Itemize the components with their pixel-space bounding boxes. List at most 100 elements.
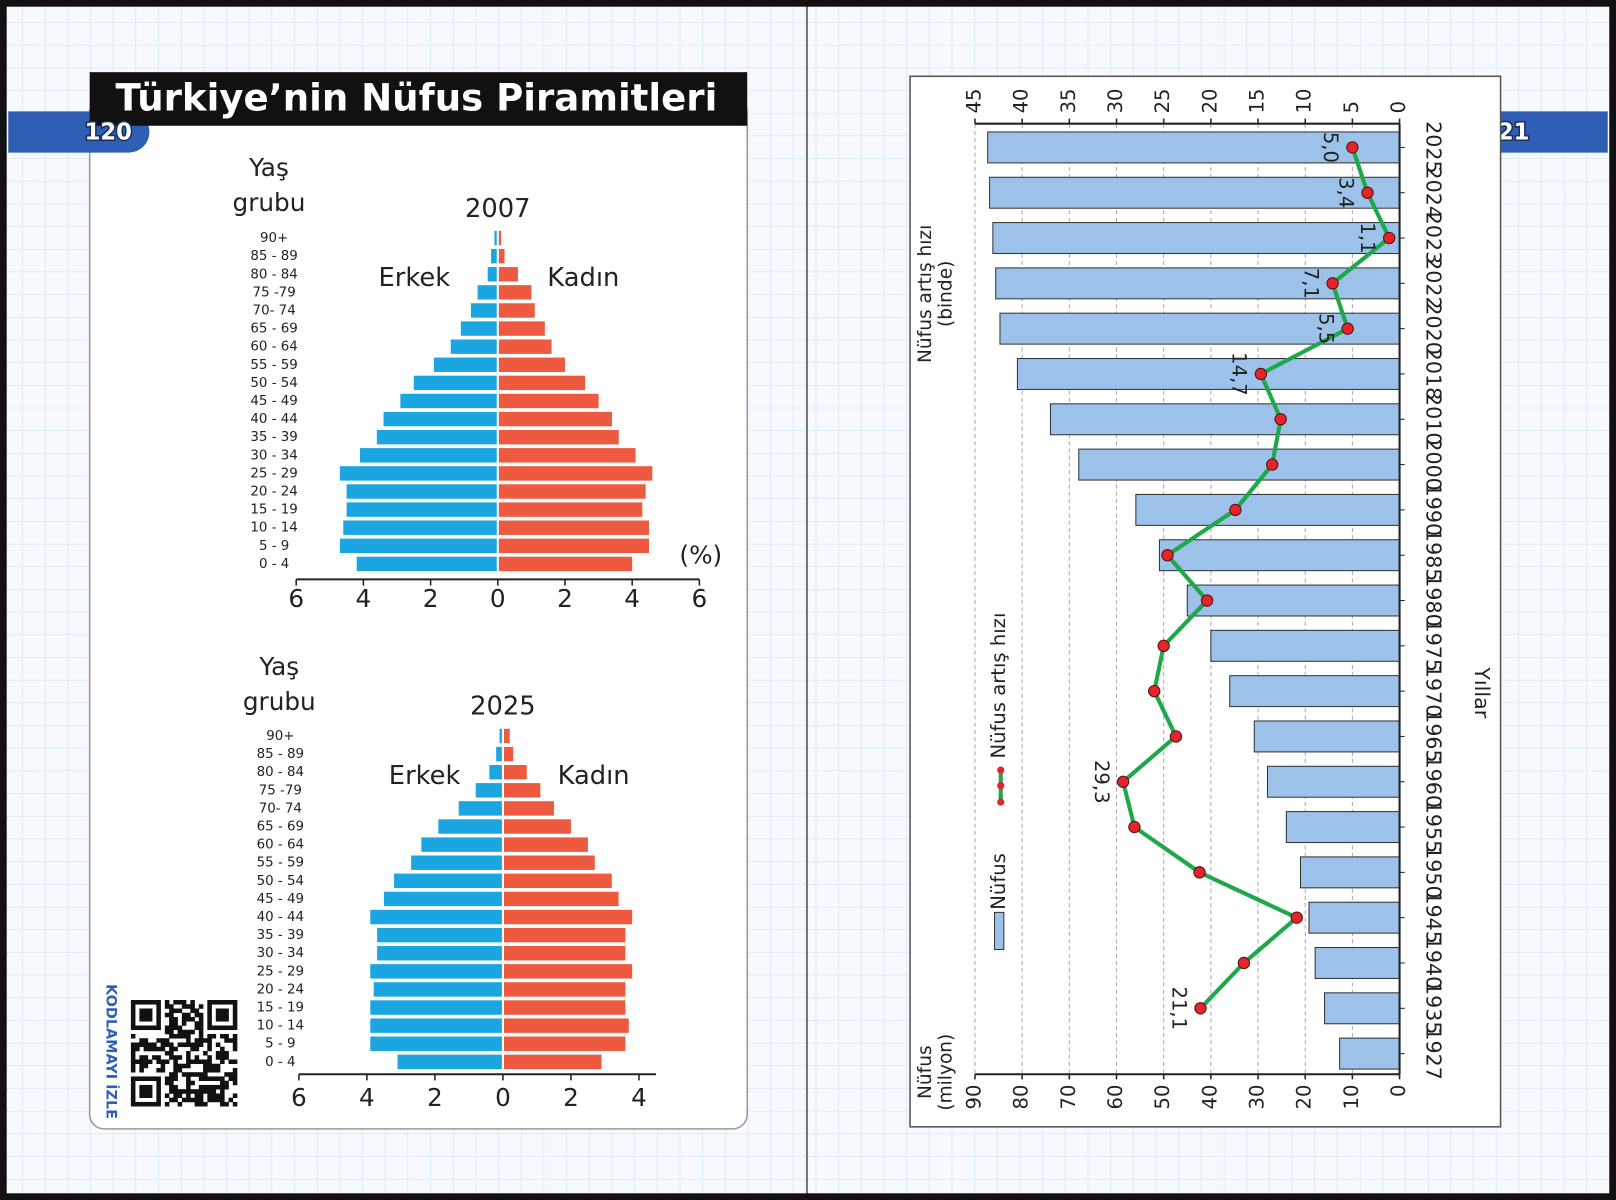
bar xyxy=(346,484,497,499)
y-tick-label: 35 - 39 xyxy=(250,430,297,445)
bar xyxy=(503,801,554,816)
qr-module xyxy=(130,1084,136,1090)
bar xyxy=(503,1036,626,1051)
legend-label: Nüfus xyxy=(987,853,1010,910)
qr-module xyxy=(232,1046,238,1052)
bar xyxy=(1049,403,1401,436)
qr-module xyxy=(135,1042,140,1048)
bar xyxy=(377,927,502,943)
bar xyxy=(503,927,626,943)
y-tick-label: 10 - 14 xyxy=(257,1019,304,1034)
qr-module xyxy=(215,1084,221,1090)
qr-module xyxy=(130,1012,136,1018)
qr-module xyxy=(203,1076,208,1082)
legend-label: Nüfus artış hızı xyxy=(987,613,1010,759)
marker xyxy=(1200,594,1214,607)
legend-label: Kadın xyxy=(547,263,619,293)
axis-label: Nüfus xyxy=(915,1045,936,1099)
marker xyxy=(1229,503,1242,517)
qr-module xyxy=(211,1025,217,1031)
y-tick-label: 10 xyxy=(1340,1085,1363,1110)
qr-module xyxy=(186,1097,191,1103)
qr-module xyxy=(207,1089,212,1094)
y-tick-label: 5 - 9 xyxy=(265,1037,295,1052)
qr-module xyxy=(190,1008,195,1014)
qr-module xyxy=(207,1084,212,1090)
y-tick-label: 60 - 64 xyxy=(250,340,297,355)
bar xyxy=(503,1018,629,1033)
qr-module xyxy=(169,1008,174,1014)
qr-module xyxy=(207,1097,212,1103)
y-tick-label: 50 - 54 xyxy=(257,874,304,889)
x-tick-label: 1975 xyxy=(1422,620,1446,672)
legend-label: Erkek xyxy=(389,761,461,791)
bar xyxy=(475,783,502,798)
qr-module xyxy=(130,1004,136,1009)
data-label: 5,5 xyxy=(1315,313,1338,344)
qr-module xyxy=(215,1093,221,1098)
qr-module xyxy=(228,1038,234,1043)
qr-module xyxy=(169,1089,174,1094)
bar xyxy=(421,837,502,852)
qr-module xyxy=(139,1089,144,1094)
marker xyxy=(1128,820,1141,834)
qr-module xyxy=(232,1067,238,1073)
qr-module xyxy=(198,1076,204,1082)
qr-module xyxy=(147,1016,153,1022)
bar xyxy=(1314,947,1401,979)
qr-module xyxy=(224,1000,229,1005)
qr-module xyxy=(147,1008,153,1014)
bar xyxy=(397,1054,502,1070)
page-number: 120 xyxy=(85,119,132,145)
bar xyxy=(373,982,502,997)
y-tick-label: 40 - 44 xyxy=(250,412,297,427)
x-tick-label: 2025 xyxy=(1422,121,1446,173)
qr-module xyxy=(164,1059,170,1065)
qr-module xyxy=(232,1101,238,1107)
bar xyxy=(498,502,643,517)
qr-module xyxy=(228,1072,234,1077)
bar xyxy=(503,982,626,997)
bar xyxy=(458,801,502,816)
y-tick-label: 55 - 59 xyxy=(257,856,304,871)
qr-module xyxy=(164,1042,170,1048)
qr-module xyxy=(215,1025,221,1031)
qr-module xyxy=(173,1067,178,1073)
bar xyxy=(503,819,571,834)
bar xyxy=(489,764,502,780)
qr-module xyxy=(207,1055,212,1060)
qr-module xyxy=(181,1097,187,1103)
y-tick-label: 55 - 59 xyxy=(250,358,297,373)
qr-module xyxy=(173,1033,178,1039)
qr-module xyxy=(207,1016,212,1022)
qr-module xyxy=(139,1008,144,1014)
qr-module xyxy=(130,1101,136,1107)
qr-module xyxy=(181,1012,187,1018)
qr-module xyxy=(198,1004,204,1009)
qr-module xyxy=(181,1063,187,1069)
bar xyxy=(477,285,497,300)
x-tick-label: 1990 xyxy=(1422,484,1446,536)
bar xyxy=(498,230,502,246)
page-title: Türkiye’nin Nüfus Piramitleri xyxy=(115,76,717,119)
qr-module xyxy=(186,1089,191,1094)
x-tick-label: 2 xyxy=(423,584,439,613)
qr-module xyxy=(130,1046,136,1052)
qr-module xyxy=(228,1000,234,1005)
qr-module xyxy=(198,1029,204,1035)
qr-module xyxy=(152,1076,157,1082)
qr-module xyxy=(143,1012,149,1018)
qr-module xyxy=(177,1025,183,1031)
qr-module xyxy=(198,1012,204,1018)
marker xyxy=(1341,322,1354,335)
bar xyxy=(1210,629,1401,662)
y-tick-label: 80 - 84 xyxy=(250,267,297,282)
x-tick-label: 1935 xyxy=(1422,982,1446,1034)
marker xyxy=(1237,956,1251,970)
qr-module xyxy=(190,1072,195,1077)
qr-module xyxy=(215,1055,221,1060)
qr-module xyxy=(186,1016,191,1022)
bar xyxy=(503,1000,626,1015)
y2-tick-label: 10 xyxy=(1293,88,1316,113)
data-label: 7,1 xyxy=(1299,268,1322,299)
